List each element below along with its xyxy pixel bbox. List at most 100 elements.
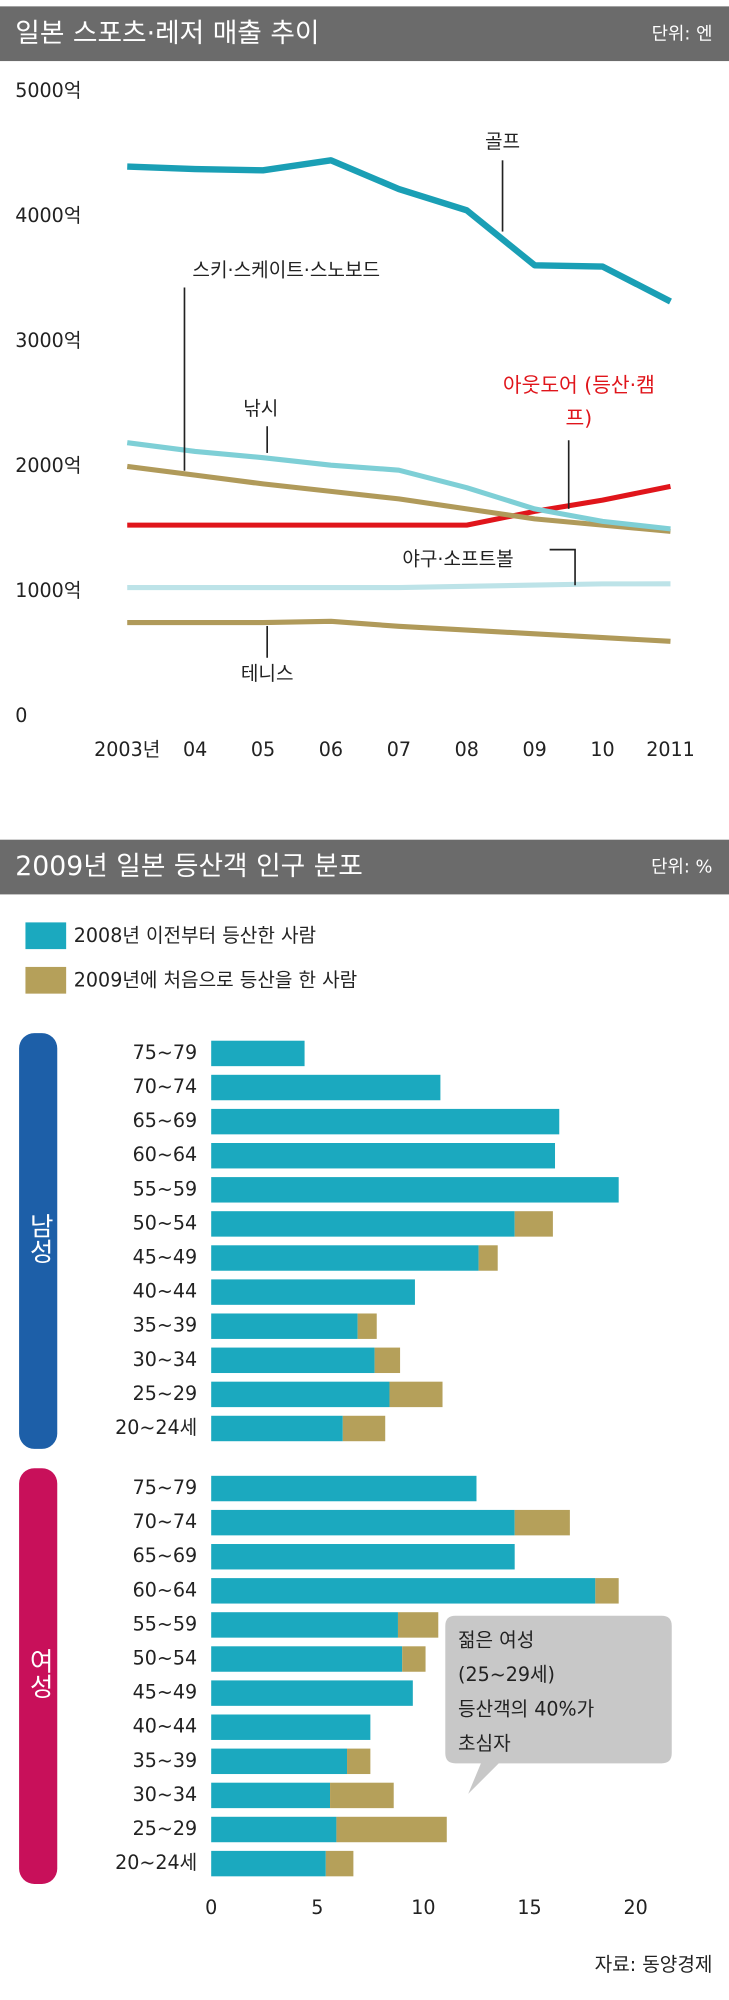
line xyxy=(126,440,671,532)
series-label: 골프 xyxy=(485,131,520,153)
bar xyxy=(514,1509,570,1536)
line xyxy=(126,463,671,534)
bar xyxy=(211,1108,560,1135)
group-band xyxy=(19,1468,58,1884)
bar xyxy=(325,1850,354,1877)
bar xyxy=(211,1143,556,1169)
y-tick-label: 30~34 xyxy=(133,1349,198,1371)
bar xyxy=(211,1646,403,1672)
x-tick-label: 2011 xyxy=(646,739,695,761)
y-tick-label: 35~39 xyxy=(133,1315,198,1337)
x-tick-label: 2003년 xyxy=(94,739,160,761)
y-tick-label: 75~79 xyxy=(133,1042,198,1064)
x-tick-label: 04 xyxy=(183,739,207,761)
y-tick-label: 40~44 xyxy=(133,1716,198,1738)
x-tick-label: 08 xyxy=(455,739,479,761)
line xyxy=(127,581,671,591)
bar xyxy=(389,1381,443,1408)
bar xyxy=(595,1578,619,1604)
bar xyxy=(211,1245,479,1271)
title-bar xyxy=(0,839,729,895)
y-tick-label: 2000억 xyxy=(15,455,81,477)
series-label: 야구·소프트볼 xyxy=(402,548,513,570)
y-tick-label: 0 xyxy=(15,705,27,727)
x-tick-label: 15 xyxy=(517,1897,541,1919)
group-label: 남성 xyxy=(25,1213,55,1264)
bar xyxy=(211,1177,619,1203)
bar xyxy=(397,1612,439,1638)
bar xyxy=(342,1415,386,1442)
x-tick-label: 10 xyxy=(590,739,614,761)
y-tick-label: 5000억 xyxy=(15,80,81,102)
series-label: 낚시 xyxy=(243,398,278,420)
y-tick-label: 45~49 xyxy=(133,1247,198,1269)
series-label: 테니스 xyxy=(241,663,294,685)
bar xyxy=(514,1211,553,1237)
bar xyxy=(374,1347,401,1374)
bar xyxy=(402,1646,426,1672)
y-tick-label: 20~24세 xyxy=(115,1417,197,1439)
bar xyxy=(211,1612,398,1638)
y-tick-label: 25~29 xyxy=(133,1383,198,1405)
y-tick-label: 70~74 xyxy=(133,1076,198,1098)
bar xyxy=(211,1074,441,1101)
bar xyxy=(211,1347,375,1374)
bar xyxy=(211,1782,331,1809)
y-tick-label: 60~64 xyxy=(133,1144,198,1166)
y-tick-label: 55~59 xyxy=(133,1613,198,1635)
bar xyxy=(211,1313,358,1339)
x-tick-label: 07 xyxy=(387,739,411,761)
line xyxy=(127,618,671,644)
line xyxy=(127,483,671,528)
y-tick-label: 55~59 xyxy=(133,1178,198,1200)
x-tick-label: 5 xyxy=(311,1897,323,1919)
x-tick-label: 0 xyxy=(205,1897,217,1919)
annotation-box xyxy=(445,1615,672,1794)
y-tick-label: 65~69 xyxy=(133,1545,198,1567)
bar xyxy=(357,1313,377,1339)
series-label: 아웃도어 (등산·캠프) xyxy=(502,372,655,431)
unit: 단위: % xyxy=(651,857,712,878)
bar xyxy=(478,1245,498,1271)
bar xyxy=(211,1816,337,1843)
bar xyxy=(336,1816,447,1843)
legend-label: 아웃도어 (등산·캠프) xyxy=(502,372,655,431)
unit: 단위: 엔 xyxy=(652,23,713,44)
bar xyxy=(211,1509,515,1536)
bar xyxy=(211,1040,305,1067)
bar xyxy=(211,1415,343,1442)
y-tick-label: 3000억 xyxy=(15,330,81,352)
leader-line xyxy=(549,548,576,586)
bar xyxy=(211,1475,477,1502)
bar xyxy=(211,1714,371,1740)
bar xyxy=(211,1544,515,1570)
bar xyxy=(211,1279,415,1305)
x-tick-label: 09 xyxy=(523,739,547,761)
chart-title: 2009년 일본 등산객 인구 분포 xyxy=(15,851,363,882)
bar xyxy=(211,1850,326,1877)
y-tick-label: 50~54 xyxy=(133,1212,198,1234)
y-tick-label: 60~64 xyxy=(133,1579,198,1601)
y-tick-label: 65~69 xyxy=(133,1110,198,1132)
y-tick-label: 25~29 xyxy=(133,1818,198,1840)
legend-label: 2009년에 처음으로 등산을 한 사람 xyxy=(74,969,357,991)
x-tick-label: 10 xyxy=(411,1897,435,1919)
annotation: 초심자 xyxy=(458,1733,511,1755)
annotation: 젊은 여성 xyxy=(458,1630,534,1652)
y-tick-label: 20~24세 xyxy=(115,1852,197,1874)
bar xyxy=(330,1782,394,1809)
title-bar xyxy=(0,6,729,62)
bar xyxy=(347,1748,371,1775)
annotation: (25~29세) xyxy=(458,1664,555,1686)
x-tick-label: 06 xyxy=(319,739,343,761)
series-label: 스키·스케이트·스노보드 xyxy=(192,259,380,281)
y-tick-label: 1000억 xyxy=(15,580,81,602)
y-tick-label: 30~34 xyxy=(133,1784,198,1806)
y-tick-label: 45~49 xyxy=(133,1682,198,1704)
group-label: 여성 xyxy=(25,1648,55,1699)
bar xyxy=(211,1381,390,1408)
legend-swatch xyxy=(25,966,67,994)
group-band xyxy=(19,1033,58,1449)
